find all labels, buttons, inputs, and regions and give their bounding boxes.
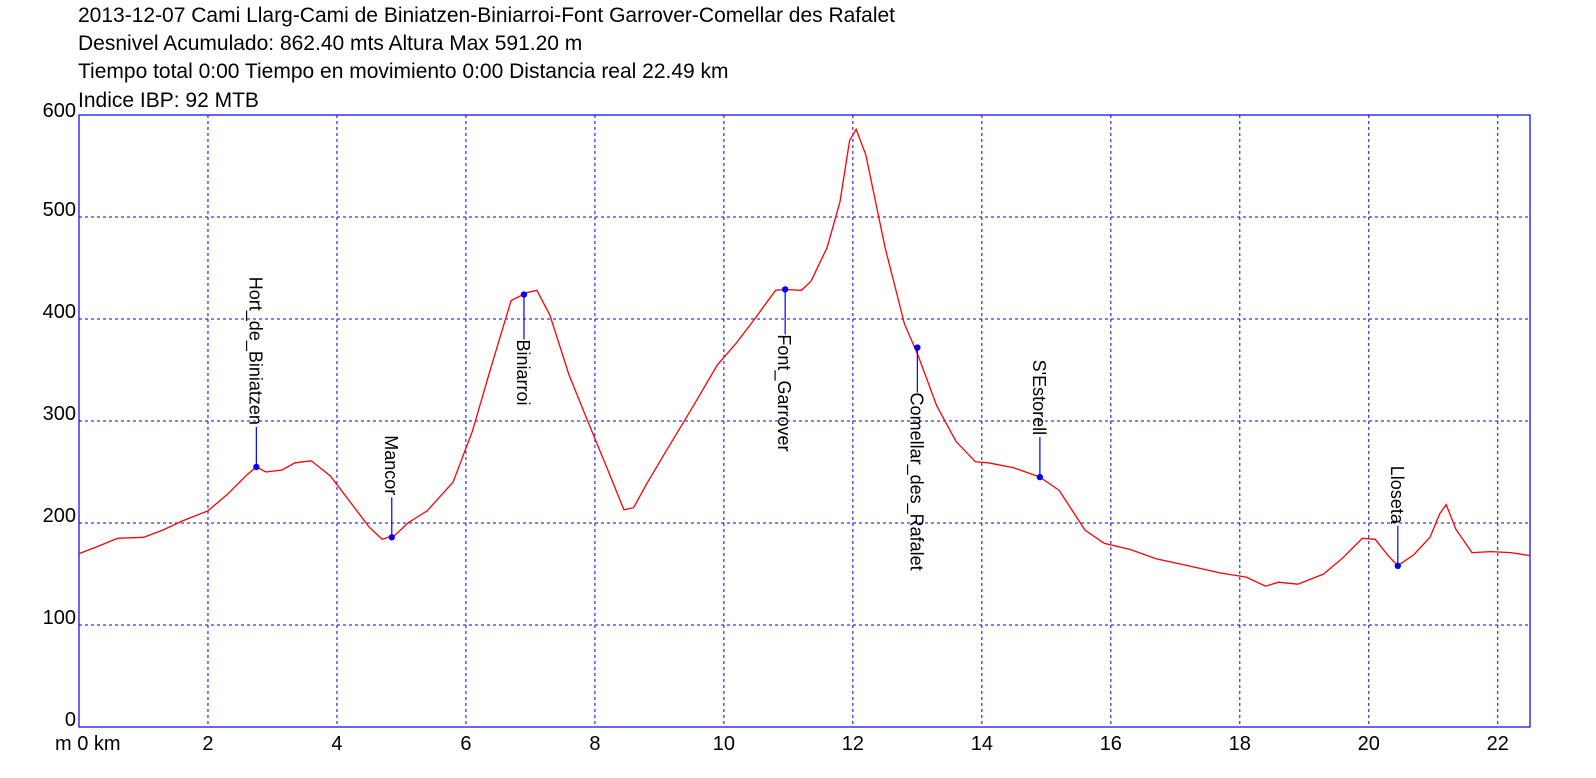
ibp-index: Indice IBP: 92 MTB	[78, 89, 259, 112]
y-tick-label: 500	[43, 199, 76, 221]
waypoint-label: S'Estorell	[1029, 360, 1049, 435]
waypoint-marker	[1036, 473, 1044, 481]
waypoint-marker	[781, 286, 789, 293]
x-tick-label: 10	[713, 733, 735, 755]
time-distance-summary: Tiempo total 0:00 Tiempo en movimiento 0…	[78, 60, 729, 83]
waypoint-label: Hort_de_Biniatzen	[244, 277, 265, 425]
x-tick-label: 12	[842, 733, 864, 755]
waypoint-marker	[253, 463, 260, 471]
waypoint-label: Biniarroi	[513, 340, 533, 406]
elevation-line	[78, 127, 1531, 587]
chart-title: 2013-12-07 Cami Llarg-Cami de Biniatzen-…	[78, 4, 896, 27]
y-axis-ticks: 0 100 200 300 400 500 600	[43, 100, 76, 731]
x-tick-label: 6	[460, 733, 471, 755]
waypoint-marker	[388, 534, 395, 541]
waypoints: Hort_de_Biniatzen Mancor Biniarroi Font_Gar…	[244, 277, 1406, 571]
x-tick-label: 8	[589, 733, 600, 755]
waypoint-marker	[914, 344, 921, 351]
x-tick-label: 22	[1487, 733, 1509, 755]
x-tick-label: 16	[1100, 733, 1122, 755]
y-tick-label: 300	[43, 403, 76, 425]
waypoint-marker	[520, 291, 528, 298]
x-tick-label: 20	[1358, 733, 1380, 755]
waypoint-label: Lloseta	[1387, 466, 1407, 525]
waypoint-label: Comellar_des_Rafalet	[905, 393, 926, 571]
waypoint-label: Mancor	[381, 435, 401, 495]
y-tick-label: 200	[43, 505, 76, 527]
plot-frame	[78, 114, 1531, 728]
x-tick-label: 2	[202, 733, 213, 755]
x-axis-ticks: m 0 km 2 4 6 8 10 12 14 16 18 20 22	[55, 733, 1509, 755]
y-tick-label: 600	[43, 100, 76, 122]
grid-lines	[79, 115, 1530, 727]
y-tick-label: 0	[65, 709, 76, 731]
x-tick-label: 4	[331, 733, 342, 755]
waypoint-marker	[1394, 562, 1401, 570]
y-tick-label: 100	[43, 607, 76, 629]
x-tick-label: 18	[1229, 733, 1251, 755]
waypoint-label: Font_Garrover	[773, 334, 794, 451]
x-tick-label: m 0 km	[55, 733, 121, 755]
x-tick-label: 14	[971, 733, 993, 755]
elevation-summary: Desnivel Acumulado: 862.40 mts Altura Ma…	[78, 32, 583, 55]
y-tick-label: 400	[43, 301, 76, 323]
